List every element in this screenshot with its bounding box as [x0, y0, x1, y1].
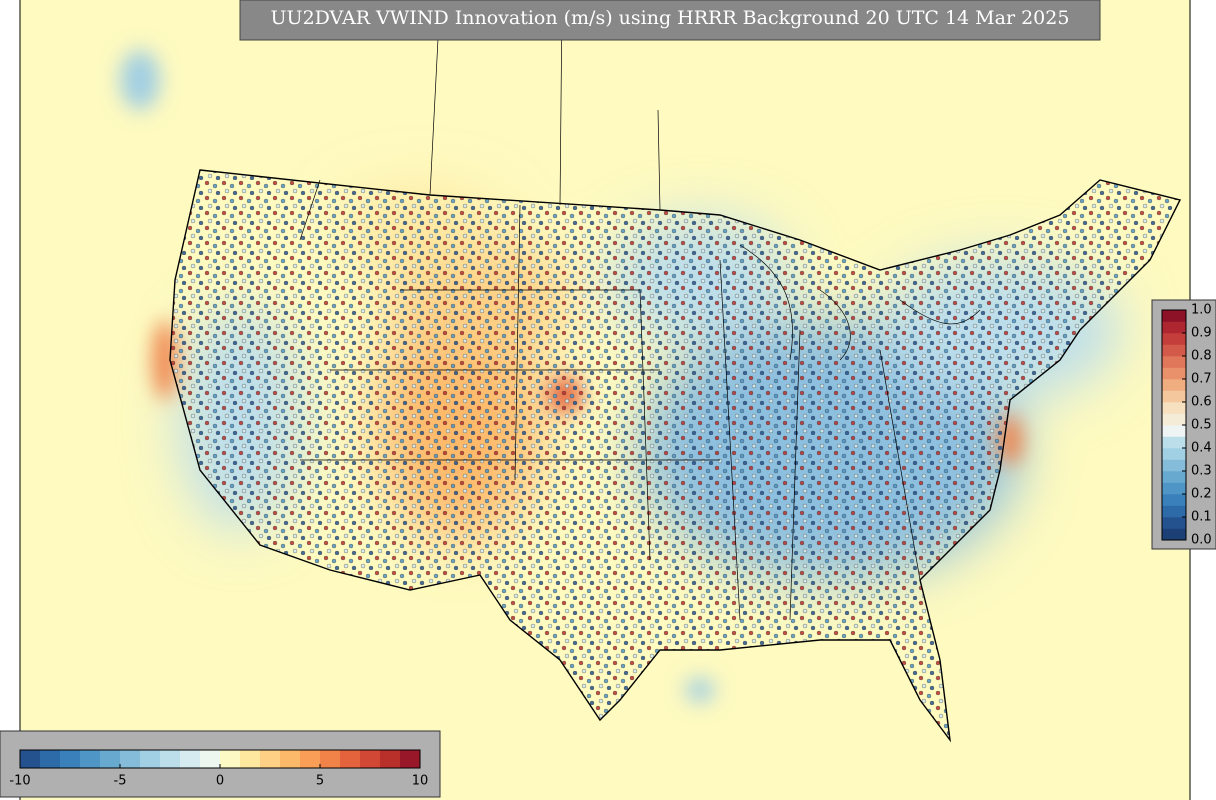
colorbar-tick-label: 0.2: [1191, 487, 1212, 502]
colorbar-bin: [80, 750, 101, 768]
colorbar-tick-label: 0: [216, 774, 224, 789]
colorbar-bin: [280, 750, 301, 768]
fraction-colorbar: 0.0 0.1 0.2 0.3 0.4 0.5 0.6 0.7 0.8 0.9 1.0: [1161, 303, 1212, 548]
colorbar-bin: [1162, 494, 1186, 506]
colorbar-bin: [140, 750, 161, 768]
colorbar-tick-label: 0.1: [1191, 510, 1212, 525]
colorbar-bin: [180, 750, 201, 768]
title-box: [239, 0, 1101, 41]
colorbar-bin: [260, 750, 281, 768]
colorbar-tick-label: 0.3: [1191, 464, 1212, 479]
colorbar-bin: [40, 750, 61, 768]
colorbar-bin: [1162, 402, 1186, 414]
colorbar-bin: [340, 750, 361, 768]
colorbar-bin: [1162, 390, 1186, 403]
colorbar-tick-label: 5: [316, 774, 324, 789]
colorbar-bin: [1162, 310, 1186, 322]
colorbar-bin: [1162, 459, 1186, 472]
colorbar-bin: [1162, 425, 1186, 437]
colorbar-bin: [160, 750, 181, 768]
colorbar-bin: [1162, 436, 1186, 449]
colorbar-tick-label: -5: [114, 774, 127, 789]
colorbar-bin: [1162, 448, 1186, 460]
colorbar-bin: [300, 750, 321, 768]
colorbar-bin: [240, 750, 261, 768]
colorbar-bin: [1162, 321, 1186, 334]
colorbar-bin: [400, 750, 421, 768]
colorbar-bin: [100, 750, 121, 768]
colorbar-bin: [1162, 413, 1186, 426]
colorbar-tick-label: 0.9: [1191, 326, 1212, 341]
colorbar-tick-label: 0.7: [1191, 372, 1212, 387]
colorbar-bin: [1162, 471, 1186, 483]
colorbar-bin: [1162, 528, 1186, 541]
colorbar-bin: [1162, 333, 1186, 345]
colorbar-bin: [60, 750, 81, 768]
map-title: UU2DVAR VWIND Innovation (m/s) using HRR…: [271, 7, 1070, 29]
colorbar-bin: [200, 750, 221, 768]
colorbar-tick-label: 0.0: [1191, 533, 1212, 548]
colorbar-bin: [120, 750, 141, 768]
colorbar-tick-label: 1.0: [1191, 303, 1212, 318]
colorbar-tick-label: -10: [9, 774, 30, 789]
colorbar-bin: [1162, 517, 1186, 529]
colorbar-bin: [1162, 379, 1186, 391]
colorbar-tick-label: 0.8: [1191, 349, 1212, 364]
colorbar-tick-label: 10: [412, 774, 429, 789]
colorbar-tick-label: 0.5: [1191, 418, 1212, 433]
colorbar-bin: [320, 750, 341, 768]
colorbar-bin: [360, 750, 381, 768]
colorbar-bin: [380, 750, 401, 768]
colorbar-tick-label: 0.4: [1191, 441, 1212, 456]
colorbar-bin: [1162, 356, 1186, 368]
colorbar-bin: [1162, 344, 1186, 357]
colorbar-bin: [20, 750, 41, 768]
innovation-colorbar: -10 -5 0 5 10: [9, 749, 429, 789]
colorbar-bin: [1162, 367, 1186, 380]
colorbar-bin: [1162, 505, 1186, 518]
colorbar-bin: [1162, 482, 1186, 495]
colorbar-bin: [220, 750, 241, 768]
colorbar-tick-label: 0.6: [1191, 395, 1212, 410]
